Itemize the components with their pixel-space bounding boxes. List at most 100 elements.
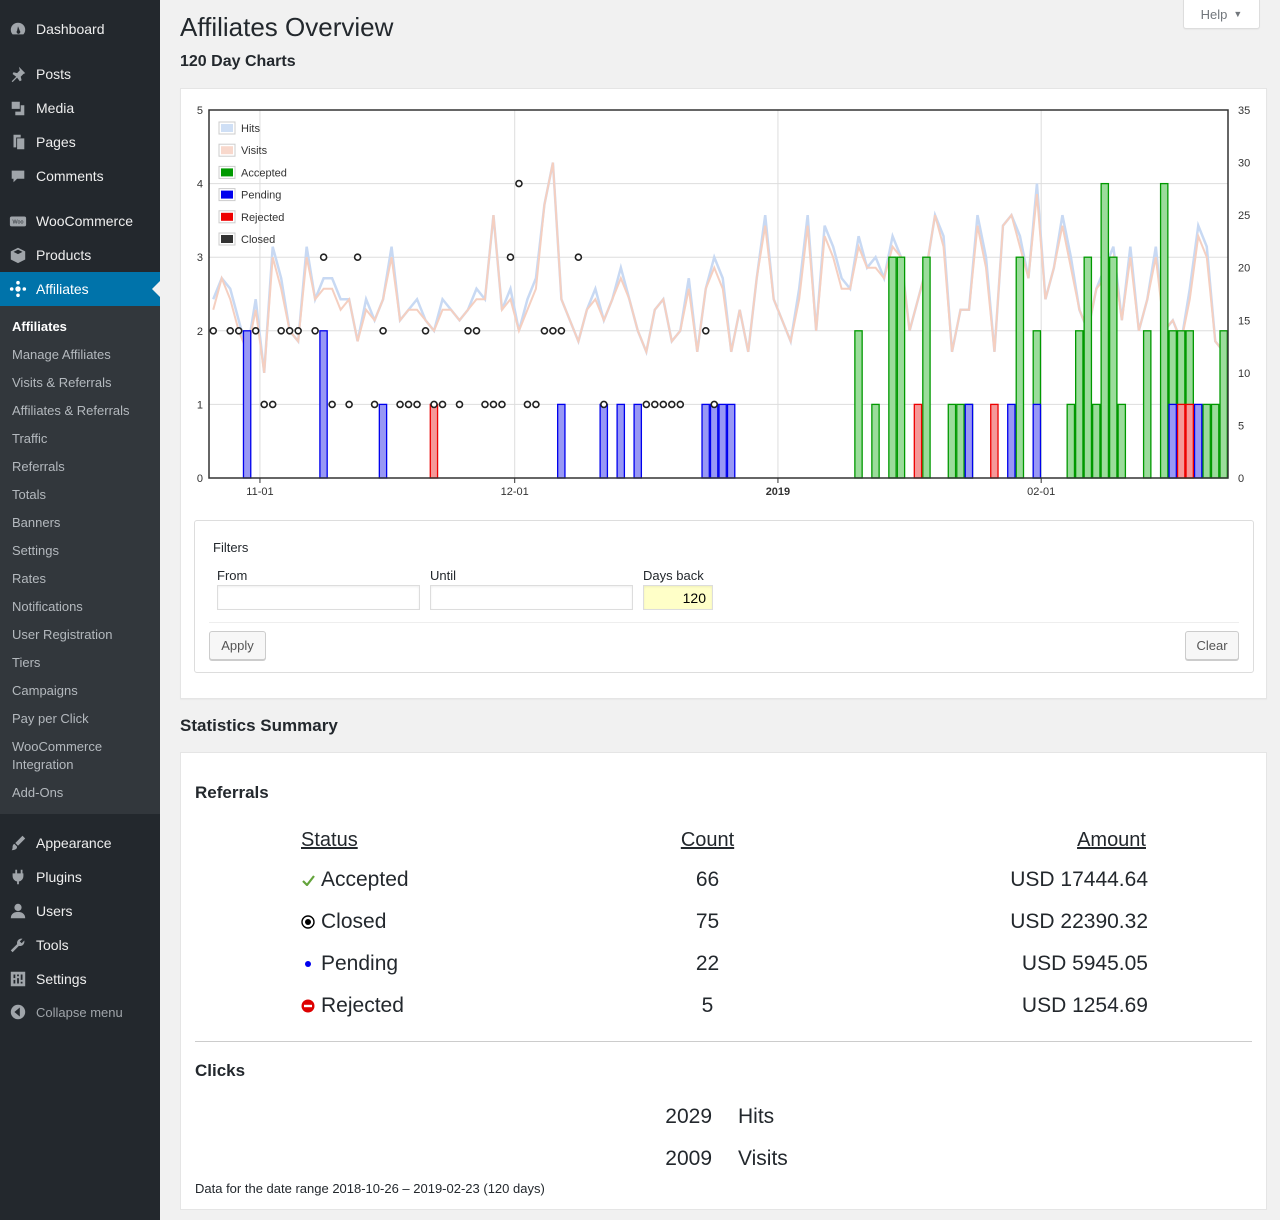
from-label: From: [217, 568, 248, 583]
until-date-input[interactable]: [430, 585, 633, 610]
submenu-item-add-ons[interactable]: Add-Ons: [12, 785, 64, 800]
submenu-item-referrals[interactable]: Referrals: [12, 459, 65, 474]
y-right-tick-label: 30: [1238, 158, 1250, 170]
visits-count: 2009: [665, 1147, 712, 1170]
menu-item-appearance[interactable]: Appearance: [0, 826, 160, 860]
closed-point: [421, 327, 430, 335]
accepted-bar: [1066, 403, 1076, 479]
menu-item-label: Settings: [36, 971, 87, 987]
closed-point: [523, 400, 532, 409]
accepted-bar: [888, 256, 897, 479]
submenu-item-woocommerce-integration[interactable]: WooCommerce Integration: [12, 739, 103, 772]
menu-item-plugins[interactable]: Plugins: [0, 860, 160, 894]
submenu-item-pay-per-click[interactable]: Pay per Click: [12, 711, 89, 726]
menu-item-products[interactable]: Products: [0, 238, 160, 272]
y-left-tick-label: 5: [197, 105, 203, 117]
count-column-header: Count: [680, 829, 735, 851]
accepted-bar: [1202, 403, 1211, 479]
pending-bar: [319, 330, 328, 479]
help-tab-button[interactable]: Help ▼: [1183, 0, 1260, 29]
submenu-item-manage-affiliates[interactable]: Manage Affiliates: [12, 347, 111, 362]
accepted-bar: [1075, 330, 1084, 479]
status-label: Closed: [321, 910, 387, 933]
submenu-item-tiers[interactable]: Tiers: [12, 655, 41, 670]
status-label: Accepted: [321, 868, 409, 891]
pending-bar: [964, 403, 974, 479]
submenu-item-campaigns[interactable]: Campaigns: [12, 683, 78, 698]
closed-point: [319, 253, 328, 261]
y-right-tick-label: 25: [1238, 210, 1250, 222]
submenu-item-settings[interactable]: Settings: [12, 543, 59, 558]
closed-point: [234, 327, 243, 335]
menu-item-affiliates[interactable]: Affiliates: [0, 272, 160, 306]
closed-point: [557, 327, 566, 335]
accepted-bar: [1100, 182, 1110, 479]
menu-item-label: Dashboard: [36, 21, 105, 37]
pending-bar: [616, 403, 626, 479]
menu-item-users[interactable]: Users: [0, 894, 160, 928]
closed-point: [481, 400, 489, 409]
submenu-item-rates[interactable]: Rates: [12, 571, 46, 586]
closed-point: [710, 400, 719, 409]
closed-point: [311, 327, 319, 335]
submenu-item-totals[interactable]: Totals: [12, 487, 46, 502]
menu-item-posts[interactable]: Posts: [0, 57, 160, 91]
menu-item-tools[interactable]: Tools: [0, 928, 160, 962]
accepted-bar: [1219, 330, 1228, 479]
hits-series-line: [212, 162, 1225, 374]
menu-item-woocommerce[interactable]: Woo WooCommerce: [0, 204, 160, 238]
menu-item-settings[interactable]: Settings: [0, 962, 160, 996]
pending-bar: [726, 403, 736, 479]
closed-point: [472, 327, 481, 335]
target-icon: [301, 915, 315, 929]
menu-item-label: Posts: [36, 66, 72, 82]
menu-item-label: WooCommerce: [36, 213, 133, 229]
menu-item-label: Appearance: [36, 835, 112, 851]
menu-item-dashboard[interactable]: Dashboard: [0, 12, 160, 46]
chart-panel: 0 1 2 3 4 5 0 5 10 15 20 25 30 35 11-01 12-01 2019 02-01 H…: [180, 88, 1267, 699]
submenu-item-user-registration[interactable]: User Registration: [12, 627, 113, 642]
visits-series-line: [212, 162, 1225, 373]
closed-point: [353, 253, 362, 261]
days-back-input[interactable]: [643, 585, 713, 610]
referral-row-closed: Closed 75 USD 22390.32: [181, 910, 1268, 940]
closed-point: [209, 327, 218, 335]
count-cell: 66: [695, 868, 720, 891]
menu-item-comments[interactable]: Comments: [0, 159, 160, 193]
legend-swatch-hits: [221, 124, 233, 132]
comment-icon: [0, 167, 36, 185]
menu-item-media[interactable]: Media: [0, 91, 160, 125]
menu-item-label: Tools: [36, 937, 69, 953]
collapse-menu-button[interactable]: Collapse menu: [0, 995, 160, 1029]
triangle-down-icon: ▼: [1233, 9, 1243, 19]
submenu-item-affiliates-referrals[interactable]: Affiliates & Referrals: [12, 403, 130, 418]
charts-subtitle: 120 Day Charts: [180, 53, 296, 70]
clear-button[interactable]: Clear: [1185, 631, 1239, 660]
from-date-input[interactable]: [217, 585, 420, 610]
closed-point: [489, 400, 498, 409]
y-left-tick-label: 2: [197, 326, 203, 338]
legend-label: Visits: [241, 145, 268, 157]
closed-point: [532, 400, 540, 409]
rejected-bar: [1185, 403, 1194, 479]
legend-swatch-closed: [221, 235, 233, 243]
submenu-item-notifications[interactable]: Notifications: [12, 599, 83, 614]
accepted-bar: [896, 256, 906, 479]
pending-bar: [1193, 403, 1203, 479]
until-label: Until: [430, 568, 457, 583]
status-cell: Rejected: [301, 994, 404, 1018]
plug-icon: [0, 868, 36, 886]
legend-swatch-accepted: [221, 168, 233, 177]
closed-point: [549, 327, 557, 335]
submenu-item-affiliates[interactable]: Affiliates: [12, 319, 67, 334]
menu-item-pages[interactable]: Pages: [0, 125, 160, 159]
accepted-bar: [1142, 330, 1152, 479]
y-left-tick-label: 1: [197, 399, 203, 411]
apply-button[interactable]: Apply: [209, 631, 266, 660]
count-cell: 5: [701, 994, 714, 1017]
submenu-item-visits-referrals[interactable]: Visits & Referrals: [12, 375, 112, 390]
submenu-item-banners[interactable]: Banners: [12, 515, 61, 530]
pending-bar: [633, 403, 643, 479]
submenu-item-traffic[interactable]: Traffic: [12, 431, 48, 446]
closed-point: [260, 400, 268, 409]
